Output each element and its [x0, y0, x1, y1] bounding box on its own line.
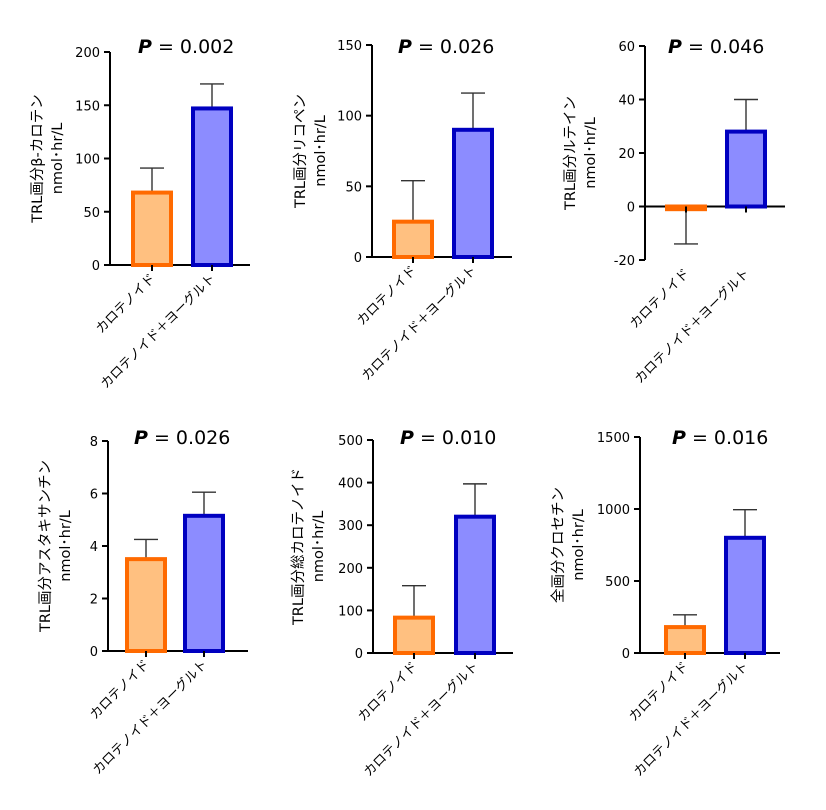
p-symbol: P	[138, 36, 152, 58]
p-number: = 0.026	[412, 36, 494, 58]
x-category-label: カロテノイド＋ヨーグルト	[632, 266, 753, 387]
y-axis-label: TRL画分β-カロテン	[29, 94, 46, 224]
p-value-label: P = 0.010	[400, 427, 496, 449]
y-axis-label: nmol･hr/L	[50, 123, 66, 195]
p-number: = 0.026	[148, 427, 230, 449]
y-tick-label: -20	[614, 254, 635, 269]
x-category-label: カロテノイド＋ヨーグルト	[90, 657, 211, 778]
x-category-label: カロテノイド＋ヨーグルト	[98, 271, 219, 392]
x-category-label: カロテノイド＋ヨーグルト	[359, 263, 480, 384]
p-symbol: P	[134, 427, 148, 449]
x-category-label: カロテノイド	[626, 659, 691, 724]
y-tick-label: 100	[338, 604, 363, 619]
x-category-label: カロテノイド	[87, 657, 152, 722]
p-number: = 0.046	[682, 36, 764, 58]
p-value-label: P = 0.026	[398, 36, 494, 58]
p-value-label: P = 0.002	[138, 36, 234, 58]
y-tick-label: 0	[92, 259, 100, 274]
y-tick-label: 4	[90, 540, 98, 555]
y-tick-label: 0	[354, 251, 362, 266]
y-tick-label: 400	[338, 477, 363, 492]
x-category-label: カロテノイド	[355, 659, 420, 724]
y-axis-label: 全画分クロセチン	[549, 487, 567, 603]
bar-carotenoid-yogurt	[191, 106, 233, 267]
y-tick-label: 8	[90, 435, 98, 450]
y-axis-label: TRL画分アスタキサンチン	[37, 460, 54, 633]
p-number: = 0.010	[414, 427, 496, 449]
y-tick-label: 0	[622, 647, 630, 662]
p-symbol: P	[672, 427, 686, 449]
p-number: = 0.016	[686, 427, 768, 449]
p-value-label: P = 0.016	[672, 427, 768, 449]
bar-carotenoid-yogurt	[183, 513, 225, 653]
y-tick-label: 0	[627, 201, 635, 216]
y-tick-label: 200	[75, 46, 100, 61]
y-tick-label: 6	[90, 488, 98, 503]
bar-carotenoid	[131, 190, 173, 267]
x-category-label: カロテノイド＋ヨーグルト	[361, 659, 482, 780]
bar-carotenoid	[392, 219, 434, 260]
y-axis-label: nmol･hr/L	[571, 509, 587, 581]
x-category-label: カロテノイド	[93, 271, 158, 336]
y-axis-label: TRL画分リコペン	[292, 94, 309, 209]
y-tick-label: 150	[337, 39, 362, 54]
y-tick-label: 1000	[597, 503, 630, 518]
y-tick-label: 300	[338, 519, 363, 534]
y-tick-label: 40	[618, 94, 635, 109]
bar-carotenoid-yogurt	[454, 514, 496, 655]
p-value-label: P = 0.046	[668, 36, 764, 58]
y-tick-label: 2	[90, 593, 98, 608]
y-tick-label: 500	[338, 434, 363, 449]
bar-carotenoid-yogurt	[725, 129, 767, 209]
bar-carotenoid	[125, 557, 167, 653]
p-symbol: P	[400, 427, 414, 449]
y-axis-label: TRL画分ルテイン	[562, 96, 579, 211]
y-tick-label: 50	[345, 180, 362, 195]
y-axis-label: nmol･hr/L	[583, 117, 599, 189]
y-axis-label: TRL画分総カロテノイド	[290, 468, 307, 626]
y-tick-label: 500	[605, 575, 630, 590]
y-tick-label: 0	[90, 645, 98, 660]
bar-carotenoid-yogurt	[724, 535, 766, 655]
y-tick-label: 60	[618, 40, 635, 55]
x-category-label: カロテノイド	[627, 266, 692, 331]
p-symbol: P	[668, 36, 682, 58]
bar-carotenoid-yogurt	[452, 127, 494, 259]
x-category-label: カロテノイド＋ヨーグルト	[631, 659, 752, 780]
y-tick-label: 200	[338, 562, 363, 577]
y-tick-label: 1500	[597, 431, 630, 446]
bar-carotenoid	[393, 615, 435, 656]
y-axis-label: nmol･hr/L	[58, 510, 74, 582]
y-axis-label: nmol･hr/L	[313, 115, 329, 187]
p-value-label: P = 0.026	[134, 427, 230, 449]
p-symbol: P	[398, 36, 412, 58]
y-tick-label: 0	[355, 647, 363, 662]
x-category-label: カロテノイド	[354, 263, 419, 328]
bar-carotenoid	[664, 625, 706, 656]
y-tick-label: 150	[75, 99, 100, 114]
y-axis-label: nmol･hr/L	[311, 511, 327, 583]
p-number: = 0.002	[152, 36, 234, 58]
y-tick-label: 50	[83, 206, 100, 221]
y-tick-label: 100	[75, 153, 100, 168]
y-tick-label: 20	[618, 147, 635, 162]
y-tick-label: 100	[337, 110, 362, 125]
